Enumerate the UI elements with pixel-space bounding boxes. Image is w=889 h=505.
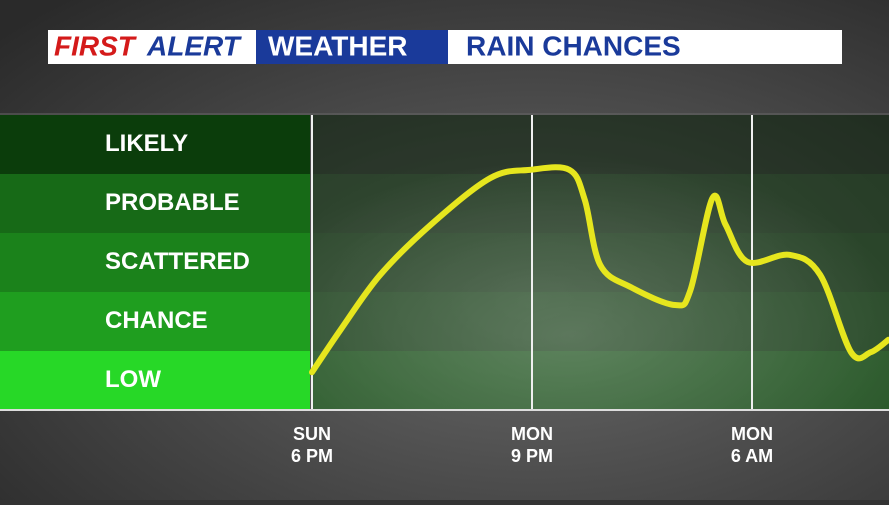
y-tick-label: LIKELY — [105, 130, 188, 157]
x-tick-time: 6 AM — [731, 446, 773, 466]
label-band — [0, 233, 310, 292]
y-tick-label: CHANCE — [105, 307, 208, 334]
label-band — [0, 292, 310, 351]
rain-line — [309, 164, 889, 376]
label-band — [0, 115, 310, 174]
y-tick-label: SCATTERED — [105, 248, 250, 275]
label-band — [0, 174, 310, 233]
x-tick-day: MON — [731, 424, 773, 444]
header-first: FIRST — [54, 30, 138, 61]
y-tick-label: LOW — [105, 366, 161, 393]
x-tick-time: 6 PM — [291, 446, 333, 466]
header-weather-box — [256, 30, 448, 64]
header-title: RAIN CHANCES — [466, 30, 681, 61]
x-tick-day: SUN — [293, 424, 331, 444]
header-alert: ALERT — [146, 30, 243, 61]
y-tick-label: PROBABLE — [105, 189, 240, 216]
x-tick-time: 9 PM — [511, 446, 553, 466]
header-weather: WEATHER — [268, 30, 407, 61]
x-tick-day: MON — [511, 424, 553, 444]
label-band — [0, 351, 310, 410]
